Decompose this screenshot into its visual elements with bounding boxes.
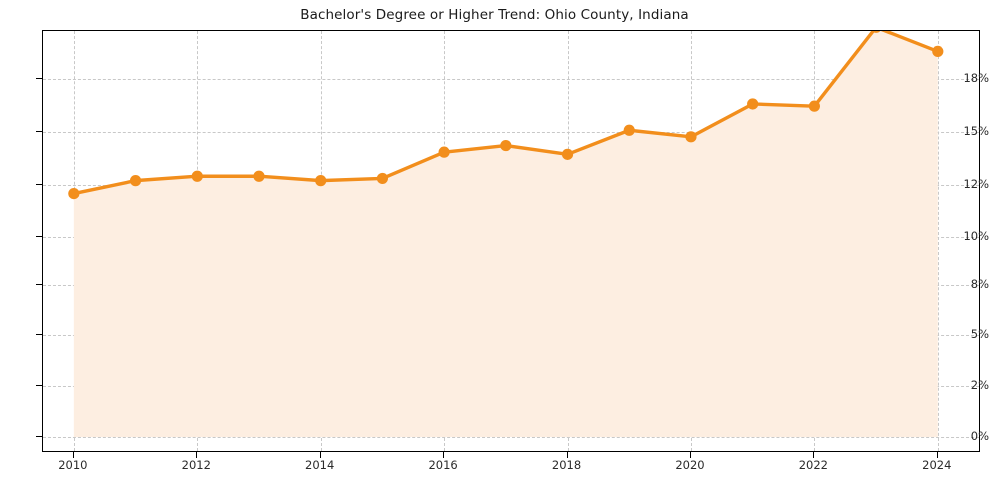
- data-point-marker[interactable]: [129, 175, 142, 187]
- x-axis-tick-mark: [72, 452, 74, 458]
- y-axis-tick-label: 2%: [970, 378, 989, 392]
- x-axis-tick-mark: [566, 452, 568, 458]
- data-point-marker[interactable]: [376, 172, 389, 185]
- x-axis-tick-mark: [196, 452, 198, 458]
- data-point-marker[interactable]: [191, 170, 203, 182]
- y-axis-tick-label: 12%: [963, 177, 989, 191]
- data-point-marker[interactable]: [438, 146, 450, 158]
- data-point-marker[interactable]: [561, 148, 574, 160]
- x-axis-tick-label: 2018: [551, 458, 582, 472]
- gridline-horizontal: [43, 79, 979, 80]
- gridline-horizontal: [43, 132, 979, 133]
- y-axis-tick-mark: [36, 385, 42, 386]
- series-layer: [68, 31, 944, 437]
- data-point-marker[interactable]: [932, 45, 944, 58]
- x-axis-tick-label: 2012: [181, 458, 211, 472]
- data-point-marker[interactable]: [808, 100, 820, 112]
- data-point-marker[interactable]: [623, 124, 635, 136]
- x-axis-tick-mark: [443, 452, 445, 458]
- y-axis-tick-mark: [36, 436, 42, 437]
- plot-area: [42, 30, 980, 452]
- chart-title: Bachelor's Degree or Higher Trend: Ohio …: [300, 7, 689, 23]
- data-point-marker[interactable]: [500, 139, 512, 152]
- y-axis-tick-mark: [36, 334, 42, 335]
- x-axis-tick-mark: [689, 452, 691, 458]
- y-axis-tick-mark: [36, 236, 42, 237]
- gridline-horizontal: [43, 437, 979, 438]
- y-axis-tick-label: 0%: [970, 429, 989, 443]
- y-axis-tick-label: 5%: [970, 327, 989, 341]
- x-axis-tick-label: 2020: [675, 458, 705, 472]
- data-point-marker[interactable]: [253, 170, 265, 182]
- y-axis-tick-mark: [36, 284, 42, 285]
- x-axis-tick-label: 2014: [305, 458, 335, 472]
- series-area-fill: [73, 31, 938, 437]
- x-axis-tick-mark: [319, 452, 321, 458]
- data-point-marker[interactable]: [315, 175, 327, 187]
- y-axis-tick-label: 15%: [963, 124, 989, 138]
- y-axis: [0, 30, 42, 452]
- plot-inner: [43, 31, 979, 451]
- x-axis-tick-label: 2022: [798, 458, 829, 472]
- y-axis-tick-mark: [36, 131, 42, 132]
- data-point-marker[interactable]: [747, 98, 759, 110]
- gridline-vertical: [937, 31, 939, 451]
- data-point-marker[interactable]: [870, 31, 881, 33]
- x-axis-tick-label: 2024: [922, 458, 952, 472]
- x-axis-tick-label: 2016: [428, 458, 458, 472]
- y-axis-tick-label: 8%: [970, 277, 989, 291]
- x-axis-tick-label: 2010: [58, 458, 88, 472]
- y-axis-tick-label: 18%: [963, 71, 989, 85]
- data-point-marker[interactable]: [68, 187, 80, 200]
- x-axis-tick-mark: [936, 452, 938, 458]
- y-axis-tick-mark: [36, 184, 42, 185]
- y-axis-tick-mark: [36, 78, 42, 79]
- data-point-marker[interactable]: [685, 131, 697, 143]
- y-axis-tick-label: 10%: [963, 229, 989, 243]
- x-axis-tick-mark: [813, 452, 815, 458]
